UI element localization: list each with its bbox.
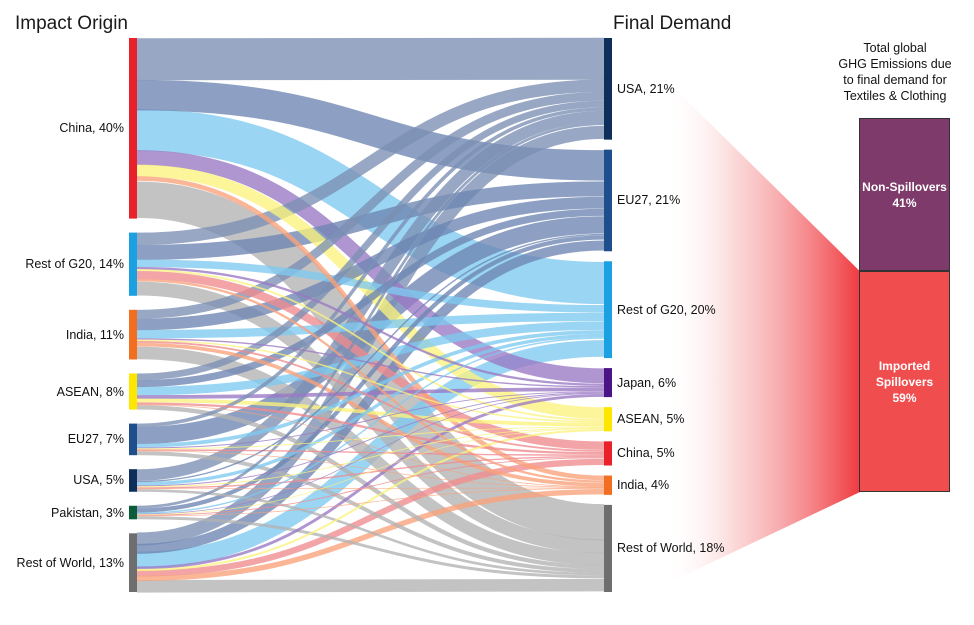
spillover-fan-shape xyxy=(664,78,860,585)
flow-pakistan-to-asean xyxy=(136,428,605,515)
flow-india-to-japan xyxy=(136,338,605,388)
source-label-usa: USA, 5% xyxy=(73,473,124,488)
target-node-eu27 xyxy=(604,149,612,252)
summary-title-line: Textiles & Clothing xyxy=(843,89,947,103)
flow-china-to-asean xyxy=(136,164,605,420)
flow-rest-of-world-to-china xyxy=(136,458,605,577)
flow-rest-of-g20-to-asean xyxy=(136,269,605,422)
target-node-asean xyxy=(604,407,612,432)
flow-rest-of-world-to-rest-of-world xyxy=(136,578,605,593)
imported-spillovers-bar: Imported Spillovers 59% xyxy=(859,271,950,492)
non-spillovers-bar: Non-Spillovers 41% xyxy=(859,118,950,272)
summary-title: Total global GHG Emissions due to final … xyxy=(812,40,974,104)
imported-spillovers-label-line: Spillovers xyxy=(875,374,934,389)
source-node-india xyxy=(129,309,137,360)
flow-eu27-to-usa xyxy=(136,107,605,428)
flow-usa-to-india xyxy=(136,487,605,490)
flow-eu27-to-asean xyxy=(136,426,605,450)
target-label-china: China, 5% xyxy=(617,446,675,461)
non-spillovers-value: 41% xyxy=(892,195,917,210)
source-label-eu27: EU27, 7% xyxy=(67,432,124,447)
flow-rest-of-world-to-usa xyxy=(136,125,605,546)
target-label-asean: ASEAN, 5% xyxy=(617,412,685,427)
flow-usa-to-eu27 xyxy=(136,233,605,483)
target-label-eu27: EU27, 21% xyxy=(617,193,681,208)
flow-rest-of-g20-to-usa xyxy=(136,79,605,246)
target-node-rest-of-g20 xyxy=(604,261,612,359)
flow-pakistan-to-japan xyxy=(136,393,605,515)
flow-asean-to-eu27 xyxy=(136,208,605,388)
summary-title-line: GHG Emissions due xyxy=(838,57,952,71)
flow-pakistan-to-china xyxy=(136,457,605,516)
flow-asean-to-rest-of-world xyxy=(136,405,605,570)
source-node-usa xyxy=(129,469,137,492)
target-label-japan: Japan, 6% xyxy=(617,375,677,390)
flow-rest-of-world-to-asean xyxy=(136,429,605,572)
sankey-nodes xyxy=(129,38,612,592)
flow-eu27-to-rest-of-world xyxy=(136,451,605,573)
flow-usa-to-rest-of-g20 xyxy=(136,333,605,486)
source-node-eu27 xyxy=(129,423,137,456)
flow-pakistan-to-rest-of-world xyxy=(136,516,605,579)
flow-rest-of-world-to-india xyxy=(136,489,605,582)
flow-rest-of-g20-to-rest-of-g20 xyxy=(136,259,605,313)
flow-china-to-eu27 xyxy=(136,79,605,181)
flow-india-to-usa xyxy=(136,91,605,319)
flow-pakistan-to-usa xyxy=(136,122,605,509)
source-node-rest-of-g20 xyxy=(129,232,137,296)
flow-eu27-to-japan xyxy=(136,391,605,449)
flow-asean-to-usa xyxy=(136,100,605,381)
flow-india-to-china xyxy=(136,340,605,452)
flow-rest-of-world-to-japan xyxy=(136,393,605,570)
target-node-rest-of-world xyxy=(604,504,612,592)
target-label-rest-of-g20: Rest of G20, 20% xyxy=(617,302,716,317)
source-node-asean xyxy=(129,373,137,410)
source-node-china xyxy=(129,38,137,219)
source-node-pakistan xyxy=(129,505,137,520)
flow-eu27-to-rest-of-g20 xyxy=(136,330,605,448)
sankey-flows xyxy=(136,37,605,593)
target-label-rest-of-world: Rest of World, 18% xyxy=(617,541,725,556)
flow-rest-of-g20-to-eu27 xyxy=(136,181,605,260)
left-axis-title: Impact Origin xyxy=(15,13,128,34)
flow-asean-to-japan xyxy=(136,387,605,399)
source-label-rest-of-g20: Rest of G20, 14% xyxy=(25,257,124,272)
summary-title-line: Total global xyxy=(863,41,927,55)
source-label-pakistan: Pakistan, 3% xyxy=(51,505,124,520)
source-label-asean: ASEAN, 8% xyxy=(56,384,124,399)
non-spillovers-label: Non-Spillovers xyxy=(862,179,947,194)
target-node-china xyxy=(604,441,612,466)
flow-india-to-asean xyxy=(136,339,605,423)
flow-asean-to-china xyxy=(136,402,605,455)
summary-title-line: to final demand for xyxy=(843,73,947,87)
source-node-rest-of-world xyxy=(129,533,137,592)
imported-spillovers-label-line: Imported xyxy=(878,358,931,373)
flow-usa-to-china xyxy=(136,455,605,489)
target-label-usa: USA, 21% xyxy=(617,81,675,96)
source-label-rest-of-world: Rest of World, 13% xyxy=(16,555,124,570)
flow-india-to-india xyxy=(136,342,605,487)
flow-asean-to-asean xyxy=(136,398,605,427)
flow-rest-of-g20-to-japan xyxy=(136,266,605,386)
target-label-india: India, 4% xyxy=(617,478,670,493)
flow-usa-to-asean xyxy=(136,427,605,488)
flow-asean-to-india xyxy=(136,404,605,488)
flow-usa-to-japan xyxy=(136,392,605,487)
right-axis-title: Final Demand xyxy=(613,13,732,34)
source-label-china: China, 40% xyxy=(59,121,124,136)
source-label-india: India, 11% xyxy=(65,327,124,342)
flow-eu27-to-india xyxy=(136,450,605,488)
imported-spillovers-value: 59% xyxy=(892,390,917,405)
flow-usa-to-rest-of-world xyxy=(136,489,605,576)
flow-eu27-to-china xyxy=(136,449,605,456)
flow-pakistan-to-india xyxy=(136,487,605,517)
target-node-japan xyxy=(604,368,612,398)
target-node-india xyxy=(604,475,612,495)
flow-pakistan-to-rest-of-g20 xyxy=(136,337,605,514)
flow-india-to-eu27 xyxy=(136,196,605,331)
target-node-usa xyxy=(604,38,612,140)
